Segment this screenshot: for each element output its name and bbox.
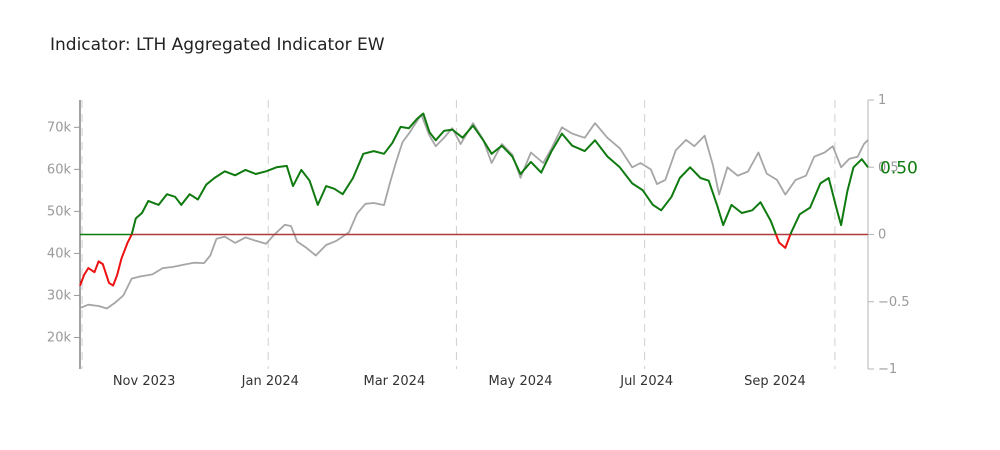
right-axis-tick-label: 0 xyxy=(878,228,886,243)
price-line xyxy=(79,113,869,310)
plot-area: 0.50 xyxy=(79,112,918,310)
chart-title: Indicator: LTH Aggregated Indicator EW xyxy=(50,35,385,55)
x-axis-tick-label: Jan 2024 xyxy=(241,374,299,389)
x-axis-tick-label: Mar 2024 xyxy=(363,374,425,389)
indicator-line-positive xyxy=(789,158,869,235)
left-axis-tick-label: 70k xyxy=(47,120,72,135)
x-axis-tick-label: Jul 2024 xyxy=(619,374,673,389)
left-axis-tick-label: 60k xyxy=(47,162,72,177)
x-axis: Nov 2023 Jan 2024 Mar 2024 May 2024 Jul 2024… xyxy=(113,374,806,389)
left-axis: 20k 30k 40k 50k 60k 70k xyxy=(47,100,81,369)
right-axis-tick-label: 0.5 xyxy=(878,160,899,175)
left-axis-tick-label: 20k xyxy=(47,330,72,345)
right-axis: −1 −0.5 0 0.5 1 xyxy=(867,93,910,377)
right-axis-tick-label: −0.5 xyxy=(878,295,910,310)
right-axis-tick-label: −1 xyxy=(878,362,897,377)
left-axis-tick-label: 30k xyxy=(47,288,72,303)
left-axis-tick-label: 50k xyxy=(47,204,72,219)
indicator-last-value-label: 0.50 xyxy=(880,158,918,178)
x-axis-tick-label: Sep 2024 xyxy=(744,374,806,389)
vertical-dashed-lines xyxy=(81,100,836,369)
right-axis-tick-label: 1 xyxy=(878,93,886,108)
left-axis-tick-label: 40k xyxy=(47,246,72,261)
indicator-line-negative xyxy=(79,234,133,287)
x-axis-tick-label: May 2024 xyxy=(488,374,552,389)
x-axis-tick-label: Nov 2023 xyxy=(113,374,176,389)
indicator-line-negative xyxy=(775,234,792,249)
indicator-line-positive xyxy=(130,112,777,235)
